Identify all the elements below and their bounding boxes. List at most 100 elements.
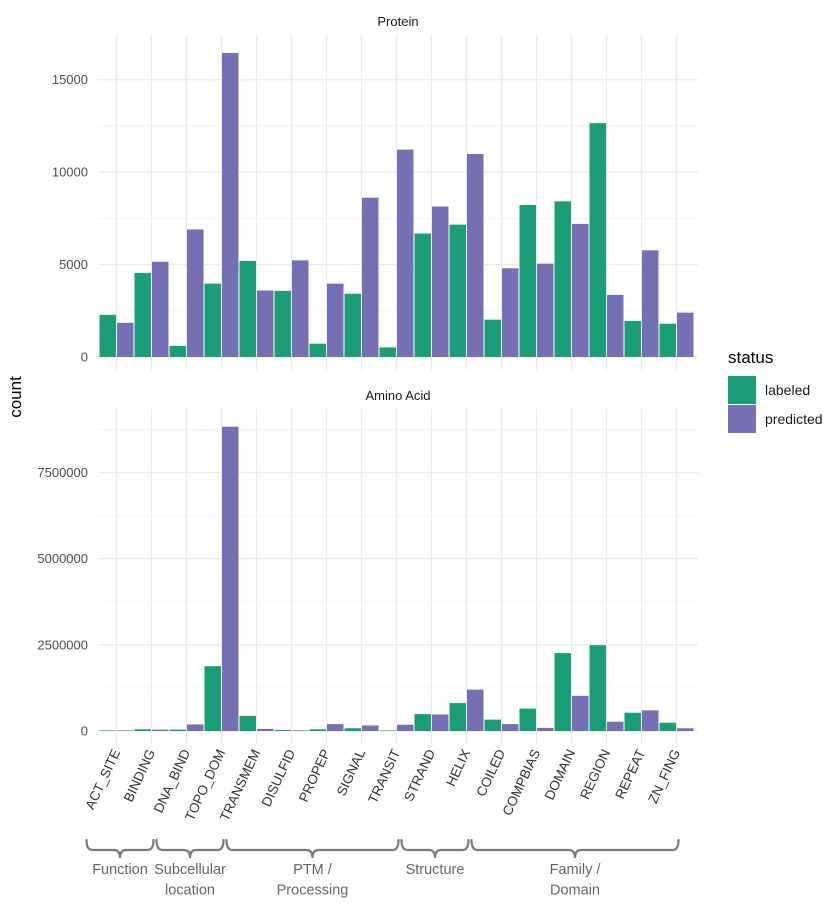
- bar-protein-labeled-region: [589, 123, 606, 358]
- facet-title-protein: Protein: [377, 14, 418, 29]
- bar-protein-predicted-disulfid: [292, 260, 309, 357]
- bar-protein-predicted-propep: [327, 283, 344, 357]
- bar-protein-predicted-binding: [152, 261, 169, 357]
- bar-amino-acid-labeled-strand: [414, 714, 431, 731]
- bar-amino-acid-labeled-zn-fing: [659, 722, 676, 731]
- x-tick-label: COILED: [473, 747, 508, 799]
- bar-protein-labeled-disulfid: [274, 290, 291, 357]
- bar-amino-acid-predicted-coiled: [502, 724, 519, 731]
- bar-protein-labeled-transit: [379, 347, 396, 357]
- group-label: location: [165, 883, 215, 899]
- y-tick-label: 2500000: [37, 637, 88, 652]
- x-tick-label: DOMAIN: [542, 747, 578, 802]
- bar-amino-acid-predicted-zn-fing: [677, 728, 694, 731]
- x-tick-label: ZN_FING: [645, 747, 683, 806]
- bar-protein-predicted-transmem: [257, 290, 274, 357]
- x-tick-label: HELIX: [443, 747, 473, 789]
- bar-amino-acid-labeled-topo-dom: [204, 666, 221, 731]
- group-brace: [155, 838, 225, 859]
- facet-protein-panel: 0 5000 10000 15000 Protein: [52, 14, 698, 370]
- bar-protein-predicted-act-site: [117, 322, 134, 357]
- bar-protein-predicted-signal: [362, 197, 379, 357]
- facet-amino-acid-panel: 0 2500000 5000000 7500000 Amino Acid: [37, 388, 698, 744]
- bar-amino-acid-labeled-coiled: [484, 719, 501, 731]
- bar-protein-predicted-region: [607, 294, 624, 357]
- bar-amino-acid-labeled-transmem: [239, 715, 256, 731]
- group-label: Subcellular: [154, 862, 226, 878]
- y-axis-label: count: [6, 376, 25, 418]
- group-label: Function: [92, 862, 148, 878]
- bar-amino-acid-labeled-signal: [344, 728, 361, 731]
- bar-protein-labeled-strand: [414, 233, 431, 357]
- bar-amino-acid-labeled-compbias: [519, 708, 536, 731]
- group-brace: [470, 838, 680, 859]
- bar-protein-labeled-repeat: [624, 320, 641, 357]
- bar-amino-acid-labeled-binding: [134, 729, 151, 731]
- bar-protein-labeled-topo-dom: [204, 283, 221, 357]
- x-tick-label: STRAND: [401, 747, 438, 804]
- x-tick-label: ACT_SITE: [82, 747, 123, 812]
- bar-protein-predicted-repeat: [642, 250, 659, 357]
- y-tick-label: 7500000: [37, 465, 88, 480]
- x-axis: ACT_SITEBINDINGDNA_BINDTOPO_DOMTRANSMEMD…: [82, 746, 683, 823]
- legend-title: status: [728, 348, 773, 367]
- bar-protein-predicted-helix: [467, 154, 484, 357]
- bar-amino-acid-predicted-propep: [327, 724, 344, 731]
- bar-amino-acid-predicted-dna-bind: [187, 724, 204, 731]
- bar-protein-labeled-signal: [344, 293, 361, 357]
- group-label: Family /: [550, 862, 602, 878]
- bar-protein-labeled-coiled: [484, 319, 501, 357]
- group-label: Processing: [277, 883, 349, 899]
- x-tick-label: SIGNAL: [334, 746, 369, 798]
- bar-protein-predicted-compbias: [537, 263, 554, 357]
- bar-protein-predicted-dna-bind: [187, 229, 204, 357]
- bar-protein-predicted-strand: [432, 206, 449, 357]
- bar-protein-predicted-domain: [572, 223, 589, 357]
- bar-protein-predicted-coiled: [502, 268, 519, 357]
- bar-protein-labeled-domain: [554, 201, 571, 357]
- bar-amino-acid-labeled-repeat: [624, 712, 641, 731]
- group-label: Domain: [550, 883, 600, 899]
- x-tick-label: DISULFID: [259, 747, 299, 809]
- bar-protein-labeled-binding: [134, 272, 151, 357]
- bar-protein-labeled-propep: [309, 343, 326, 357]
- legend-label-labeled: labeled: [765, 382, 810, 398]
- bar-amino-acid-predicted-act-site: [117, 730, 134, 731]
- bar-protein-predicted-topo-dom: [222, 52, 239, 357]
- group-brace: [85, 838, 155, 859]
- bar-amino-acid-labeled-act-site: [99, 730, 116, 731]
- x-tick-label: PROPEP: [296, 747, 333, 804]
- bar-amino-acid-labeled-propep: [309, 729, 326, 731]
- bar-amino-acid-predicted-binding: [152, 729, 169, 731]
- bar-protein-labeled-helix: [449, 224, 466, 357]
- bar-protein-labeled-transmem: [239, 260, 256, 357]
- x-tick-label: REGION: [577, 747, 613, 802]
- legend-swatch-labeled: [728, 376, 756, 404]
- bar-amino-acid-labeled-helix: [449, 703, 466, 731]
- bar-amino-acid-labeled-region: [589, 645, 606, 731]
- bar-protein-predicted-zn-fing: [677, 312, 694, 357]
- bar-amino-acid-predicted-transmem: [257, 728, 274, 731]
- y-tick-label: 5000000: [37, 551, 88, 566]
- x-tick-label: TRANSIT: [365, 747, 403, 806]
- bar-amino-acid-predicted-strand: [432, 714, 449, 731]
- bar-amino-acid-predicted-domain: [572, 695, 589, 731]
- x-tick-label: REPEAT: [612, 747, 648, 801]
- bar-amino-acid-labeled-disulfid: [274, 729, 291, 731]
- group-label: Structure: [406, 862, 465, 878]
- x-tick-label: BINDING: [121, 747, 158, 804]
- bar-amino-acid-labeled-dna-bind: [169, 729, 186, 731]
- bar-amino-acid-predicted-repeat: [642, 710, 659, 731]
- facet-title-amino-acid: Amino Acid: [365, 388, 430, 403]
- bar-protein-labeled-dna-bind: [169, 345, 186, 357]
- legend-swatch-predicted: [728, 405, 756, 433]
- bar-amino-acid-predicted-topo-dom: [222, 426, 239, 731]
- y-tick-label: 15000: [52, 72, 88, 87]
- group-brace: [225, 838, 400, 859]
- bar-amino-acid-predicted-region: [607, 721, 624, 731]
- bar-amino-acid-predicted-signal: [362, 725, 379, 731]
- bar-amino-acid-labeled-domain: [554, 653, 571, 731]
- group-label: PTM /: [293, 862, 333, 878]
- bar-amino-acid-predicted-disulfid: [292, 730, 309, 731]
